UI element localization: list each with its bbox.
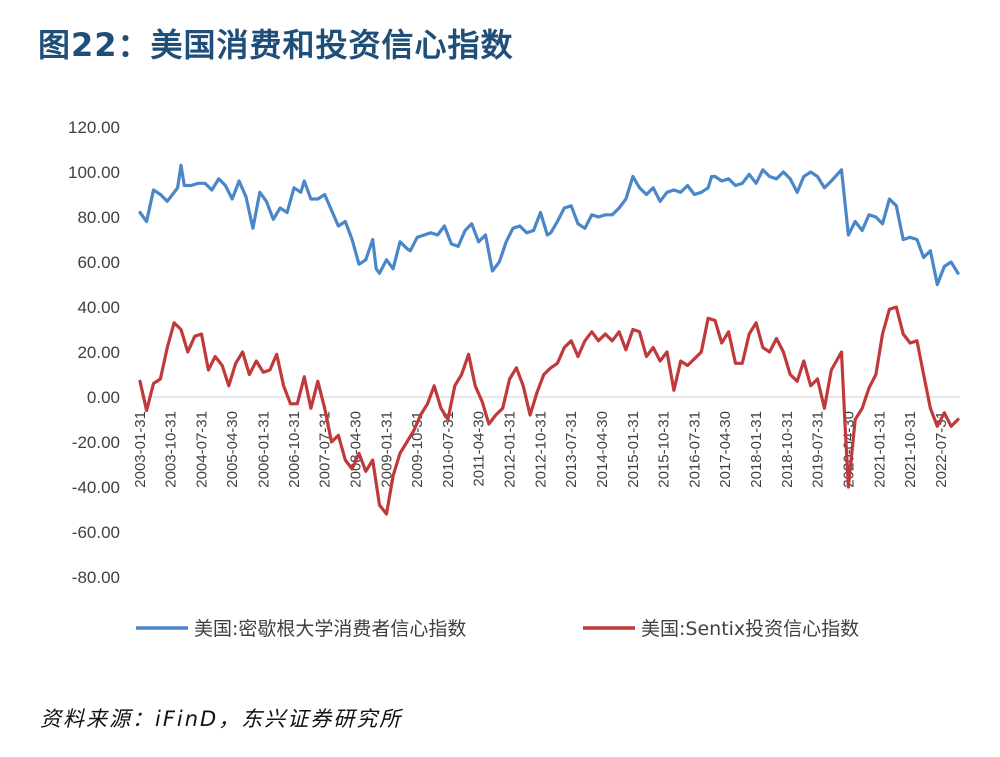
y-tick-label: -80.00 bbox=[72, 568, 120, 587]
x-tick-label: 2012-10-31 bbox=[532, 411, 549, 488]
legend: 美国:密歇根大学消费者信心指数 美国:Sentix投资信心指数 bbox=[136, 618, 859, 640]
y-tick-label: 100.00 bbox=[68, 163, 120, 182]
series-group bbox=[138, 163, 960, 516]
y-tick-label: 120.00 bbox=[68, 118, 120, 137]
source-note: 资料来源：iFinD，东兴证券研究所 bbox=[40, 707, 403, 731]
series-line-consumer-confidence bbox=[138, 163, 960, 287]
y-tick-label: -20.00 bbox=[72, 433, 120, 452]
x-tick-label: 2015-10-31 bbox=[656, 411, 673, 488]
x-tick-label: 2010-07-31 bbox=[440, 411, 457, 488]
x-tick-label: 2004-07-31 bbox=[194, 411, 211, 488]
y-tick-label: -60.00 bbox=[72, 523, 120, 542]
legend-item-sentix-confidence: 美国:Sentix投资信心指数 bbox=[641, 618, 859, 640]
x-tick-label: 2018-10-31 bbox=[779, 411, 796, 488]
x-tick-label: 2006-01-31 bbox=[255, 411, 272, 488]
x-tick-label: 2018-01-31 bbox=[748, 411, 765, 488]
x-tick-label: 2021-01-31 bbox=[871, 411, 888, 488]
line-chart: 120.00 100.00 80.00 60.00 40.00 20.00 0.00 -20.… bbox=[68, 118, 960, 640]
x-axis: 2003-01-31 2003-10-31 2004-07-31 2005-04-30… bbox=[132, 411, 950, 488]
x-tick-label: 2021-10-31 bbox=[902, 411, 919, 488]
x-tick-label: 2005-04-30 bbox=[224, 411, 241, 488]
x-tick-label: 2011-04-30 bbox=[471, 411, 488, 487]
chart-title: 图22：美国消费和投资信心指数 bbox=[38, 26, 514, 64]
x-tick-label: 2012-01-31 bbox=[502, 411, 519, 488]
legend-item-consumer-confidence: 美国:密歇根大学消费者信心指数 bbox=[194, 618, 466, 640]
x-tick-label: 2007-07-31 bbox=[317, 411, 334, 488]
x-tick-label: 2008-04-30 bbox=[347, 411, 364, 488]
y-tick-label: 60.00 bbox=[77, 253, 120, 272]
x-tick-label: 2015-01-31 bbox=[625, 411, 642, 488]
series-line-sentix-confidence bbox=[138, 305, 960, 516]
x-tick-label: 2009-01-31 bbox=[379, 411, 396, 488]
x-tick-label: 2017-04-30 bbox=[717, 411, 734, 488]
y-tick-label: 80.00 bbox=[77, 208, 120, 227]
y-tick-label: 20.00 bbox=[77, 343, 120, 362]
x-tick-label: 2019-07-31 bbox=[810, 411, 827, 488]
x-tick-label: 2003-10-31 bbox=[163, 411, 180, 488]
y-axis: 120.00 100.00 80.00 60.00 40.00 20.00 0.00 -20.… bbox=[68, 118, 120, 587]
x-tick-label: 2016-07-31 bbox=[686, 411, 703, 488]
y-tick-label: -40.00 bbox=[72, 478, 120, 497]
x-tick-label: 2013-07-31 bbox=[563, 411, 580, 488]
y-tick-label: 0.00 bbox=[87, 388, 120, 407]
x-tick-label: 2022-07-31 bbox=[933, 411, 950, 488]
x-tick-label: 2003-01-31 bbox=[132, 411, 149, 488]
y-tick-label: 40.00 bbox=[77, 298, 120, 317]
x-tick-label: 2006-10-31 bbox=[286, 411, 303, 488]
x-tick-label: 2014-04-30 bbox=[594, 411, 611, 488]
